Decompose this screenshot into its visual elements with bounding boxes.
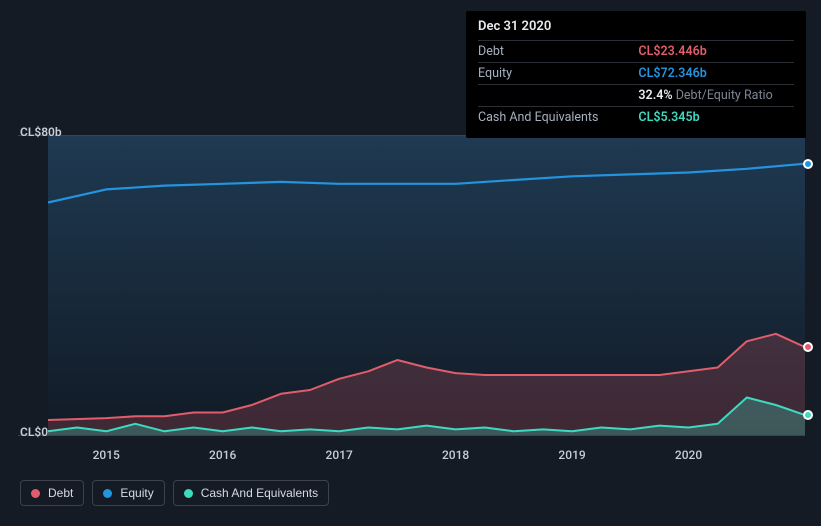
y-gridline [18, 435, 805, 436]
legend-dot-icon [184, 489, 193, 498]
tooltip-row-label [478, 85, 638, 107]
tooltip-table: DebtCL$23.446bEquityCL$72.346b32.4% Debt… [478, 40, 794, 128]
tooltip-row-label: Debt [478, 41, 638, 63]
x-axis-label: 2017 [326, 448, 353, 462]
x-axis-label: 2015 [93, 448, 120, 462]
x-axis-label: 2018 [442, 448, 469, 462]
series-end-marker-debt [803, 342, 813, 352]
chart-tooltip: Dec 31 2020DebtCL$23.446bEquityCL$72.346… [466, 11, 806, 138]
x-axis-label: 2020 [675, 448, 702, 462]
tooltip-date: Dec 31 2020 [478, 19, 794, 40]
tooltip-row-value: CL$72.346b [638, 63, 794, 85]
legend-item-label: Cash And Equivalents [201, 486, 318, 500]
tooltip-row-value: CL$23.446b [638, 41, 794, 63]
series-line-equity [48, 164, 805, 203]
series-end-marker-equity [803, 159, 813, 169]
legend-item-equity[interactable]: Equity [92, 480, 164, 506]
chart-legend: Debt Equity Cash And Equivalents [20, 480, 329, 506]
tooltip-row: 32.4% Debt/Equity Ratio [478, 85, 794, 107]
legend-dot-icon [103, 489, 112, 498]
x-axis-label: 2016 [209, 448, 236, 462]
series-area-debt [48, 334, 805, 435]
tooltip-row: EquityCL$72.346b [478, 63, 794, 85]
series-end-marker-cash [803, 410, 813, 420]
tooltip-row-label: Equity [478, 63, 638, 85]
legend-item-label: Debt [48, 486, 73, 500]
tooltip-row-value: 32.4% Debt/Equity Ratio [638, 85, 794, 107]
tooltip-row: DebtCL$23.446b [478, 41, 794, 63]
legend-item-debt[interactable]: Debt [20, 480, 84, 506]
tooltip-row-label: Cash And Equivalents [478, 107, 638, 129]
tooltip-row: Cash And EquivalentsCL$5.345b [478, 107, 794, 129]
legend-item-cash[interactable]: Cash And Equivalents [173, 480, 329, 506]
tooltip-row-value: CL$5.345b [638, 107, 794, 129]
x-axis-label: 2019 [558, 448, 585, 462]
legend-item-label: Equity [120, 486, 153, 500]
legend-dot-icon [31, 489, 40, 498]
